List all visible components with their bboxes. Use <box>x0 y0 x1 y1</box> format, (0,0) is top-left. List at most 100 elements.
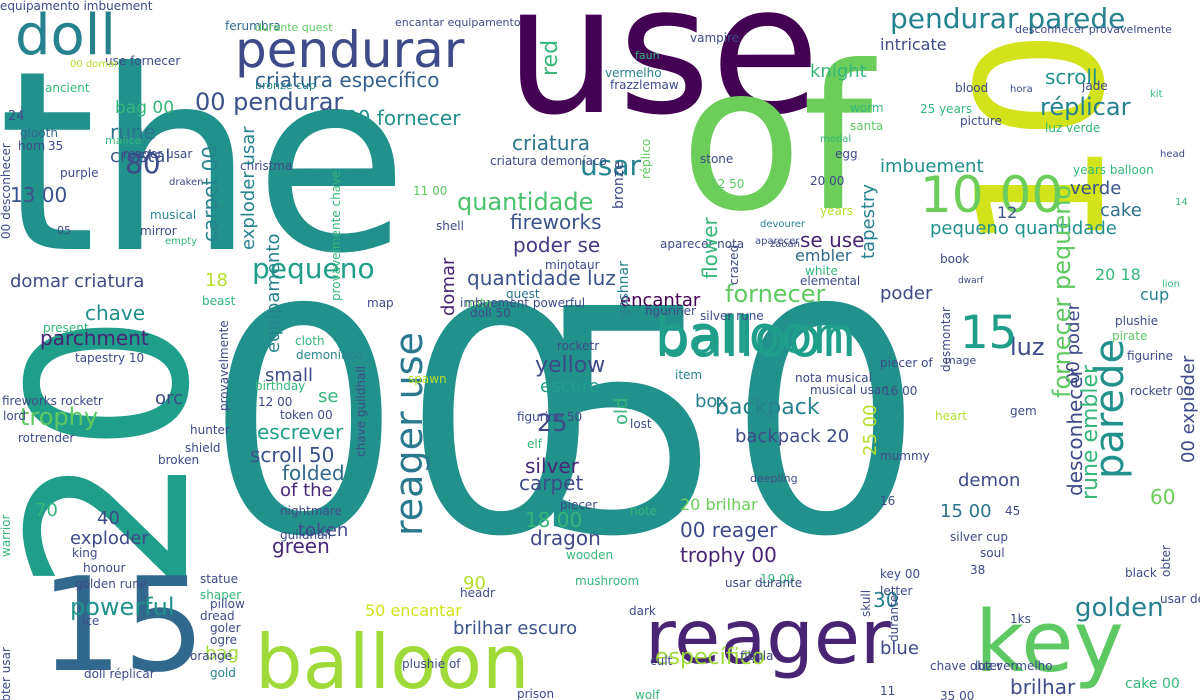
cloud-word: provavelmente <box>217 320 231 411</box>
cloud-word: bronze <box>611 161 627 210</box>
cloud-word: 15 <box>40 549 206 700</box>
cloud-word: demon <box>958 470 1021 491</box>
cloud-word: intricate <box>880 35 947 54</box>
cloud-word: 35 <box>48 139 64 153</box>
cloud-word: reager usar <box>123 147 193 161</box>
cloud-word: hora <box>1010 84 1033 95</box>
cloud-word: note <box>630 504 658 518</box>
cloud-word: 70 <box>35 500 58 521</box>
cloud-word: fireworks rocketr <box>2 394 103 408</box>
cloud-word: 12 00 <box>258 395 293 409</box>
cloud-word: fireworks <box>510 210 602 234</box>
cloud-word: folded <box>282 461 345 485</box>
cloud-word: key 00 <box>880 567 921 581</box>
cloud-word: elf <box>527 437 542 451</box>
cloud-word: ogre <box>210 633 238 647</box>
cloud-word: heart <box>935 409 967 423</box>
cloud-word: fornecer pequeno <box>1048 184 1076 399</box>
cloud-word: knight <box>810 61 867 82</box>
cloud-word: yellow <box>535 353 606 378</box>
cloud-word: tapestry 10 <box>75 351 145 365</box>
cloud-word: cake 00 <box>1125 676 1180 692</box>
cloud-word: picture <box>960 114 1002 128</box>
cloud-word: piecer of <box>880 356 933 370</box>
cloud-word: flower <box>698 217 722 280</box>
cloud-word: goler <box>210 621 241 635</box>
cloud-word: goshnar <box>616 260 632 318</box>
cloud-word: years balloon <box>1073 163 1154 177</box>
cloud-word: se use <box>800 228 865 252</box>
cloud-word: blue <box>880 638 919 659</box>
cloud-word: balloon <box>255 618 530 700</box>
cloud-word: criatura <box>512 131 591 155</box>
cloud-word: lion <box>1162 279 1181 290</box>
cloud-word: 45 <box>1005 504 1021 518</box>
cloud-word: encantar equipamento <box>395 16 521 29</box>
cloud-word: específico <box>655 645 766 670</box>
cloud-word: desmontar <box>939 307 953 372</box>
cloud-word: silver rune <box>700 309 764 323</box>
cloud-word: obter <box>1159 545 1173 578</box>
cloud-word: jade <box>1082 79 1108 93</box>
cloud-word: warrior <box>0 514 13 558</box>
cloud-word: 50 encantar <box>365 601 462 620</box>
cloud-word: blood <box>955 81 989 95</box>
cloud-word: demoníaco <box>296 348 363 362</box>
cloud-word: 11 00 <box>413 184 448 198</box>
cloud-word: shield <box>185 441 221 455</box>
cloud-word: 00 reager <box>680 518 778 542</box>
cloud-word: criatura demoníaco <box>490 154 607 168</box>
cloud-word: deepling <box>750 472 798 485</box>
cloud-word: chave <box>85 301 146 325</box>
cloud-word: usar desmontar <box>1160 592 1200 606</box>
cloud-word: 00 domar <box>70 59 119 70</box>
cloud-word: domar <box>438 257 459 316</box>
cloud-word: horn <box>18 139 46 153</box>
cloud-word: birthday <box>255 379 306 393</box>
cloud-word: use fornecer <box>105 54 181 68</box>
cloud-word: rotrender <box>18 431 75 445</box>
cloud-word: brilhar <box>1010 675 1076 699</box>
cloud-word: plushie <box>1115 314 1159 328</box>
cloud-word: cloth <box>295 334 325 348</box>
cloud-word: nota <box>465 296 493 310</box>
cloud-word: frazzlemaw <box>610 78 679 92</box>
cloud-word: 11 <box>880 684 896 698</box>
cloud-word: silver cup <box>950 530 1008 544</box>
cloud-word: glooth <box>20 126 58 140</box>
cloud-word: cup <box>1140 285 1170 304</box>
cloud-word: exploder usar <box>238 126 259 251</box>
cloud-word: figurine <box>1127 349 1174 363</box>
cloud-word: bronze cup <box>255 79 317 92</box>
cloud-word: chave obter <box>930 659 1002 673</box>
cloud-word: 14 <box>1175 197 1188 208</box>
cloud-word: musical usar <box>810 383 887 397</box>
cloud-word: crazed <box>727 244 741 285</box>
cloud-word: equipamento imbuement <box>0 0 153 13</box>
cloud-word: statue <box>200 572 239 586</box>
cloud-word: piecer <box>560 498 598 512</box>
cloud-word: 00 <box>205 244 600 605</box>
cloud-word: backpack 20 <box>735 426 850 447</box>
cloud-word: old <box>611 398 632 426</box>
cloud-word: head <box>1160 149 1185 160</box>
cloud-word: ancient <box>45 81 90 95</box>
cloud-word: worm <box>850 101 884 115</box>
cloud-word: obter usar <box>0 647 13 700</box>
cloud-word: gem <box>1010 404 1037 418</box>
cloud-word: 19 00 <box>760 572 795 586</box>
cloud-word: usar durante <box>725 576 803 590</box>
cloud-word: 50 <box>530 244 925 605</box>
cloud-word: years <box>820 204 854 218</box>
cloud-word: durante <box>887 594 901 643</box>
cloud-word: headr <box>460 586 495 600</box>
cloud-word: pillow <box>210 597 245 611</box>
cloud-word: 16 <box>880 494 896 508</box>
cloud-word: bag 00 <box>115 98 175 118</box>
cloud-word: silver <box>525 454 579 478</box>
cloud-word: pirate <box>1112 329 1148 343</box>
cloud-word: 20 18 <box>1095 265 1141 284</box>
cloud-word: desconhecer provavelmente <box>1015 23 1172 36</box>
cloud-word: 40 <box>97 508 120 529</box>
cloud-word: escuro <box>540 376 600 397</box>
